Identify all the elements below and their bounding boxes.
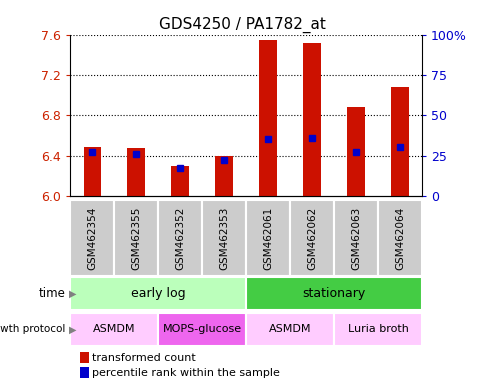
Text: GSM462353: GSM462353 <box>219 206 228 270</box>
Bar <box>302 43 320 196</box>
Bar <box>70 200 114 276</box>
Bar <box>391 87 408 196</box>
Bar <box>127 149 145 196</box>
Text: GSM462062: GSM462062 <box>306 207 317 270</box>
Text: ▶: ▶ <box>69 288 76 299</box>
Bar <box>70 277 245 310</box>
Bar <box>245 200 289 276</box>
Text: early log: early log <box>131 287 185 300</box>
Text: transformed count: transformed count <box>92 353 196 362</box>
Text: GDS4250 / PA1782_at: GDS4250 / PA1782_at <box>159 17 325 33</box>
Text: GSM462064: GSM462064 <box>394 207 404 270</box>
Bar <box>377 200 421 276</box>
Bar <box>333 313 421 346</box>
Text: growth protocol: growth protocol <box>0 324 65 334</box>
Bar <box>83 147 101 196</box>
Text: stationary: stationary <box>302 287 365 300</box>
Text: GSM462352: GSM462352 <box>175 206 185 270</box>
Bar <box>245 313 333 346</box>
Bar <box>158 200 202 276</box>
Bar <box>333 200 377 276</box>
Bar <box>202 200 245 276</box>
Bar <box>289 200 333 276</box>
Bar <box>114 200 158 276</box>
Bar <box>70 313 158 346</box>
Text: MOPS-glucose: MOPS-glucose <box>162 324 241 334</box>
Bar <box>245 277 421 310</box>
Text: GSM462061: GSM462061 <box>263 207 272 270</box>
Bar <box>171 166 189 196</box>
Text: ASMDM: ASMDM <box>268 324 311 334</box>
Bar <box>158 313 245 346</box>
Text: Luria broth: Luria broth <box>347 324 408 334</box>
Text: ▶: ▶ <box>69 324 76 334</box>
Text: GSM462354: GSM462354 <box>87 206 97 270</box>
Bar <box>347 107 364 196</box>
Text: ASMDM: ASMDM <box>93 324 135 334</box>
Text: GSM462355: GSM462355 <box>131 206 141 270</box>
Bar <box>259 40 276 196</box>
Text: percentile rank within the sample: percentile rank within the sample <box>92 368 279 378</box>
Bar <box>215 156 232 196</box>
Text: GSM462063: GSM462063 <box>350 207 360 270</box>
Text: time: time <box>39 287 65 300</box>
